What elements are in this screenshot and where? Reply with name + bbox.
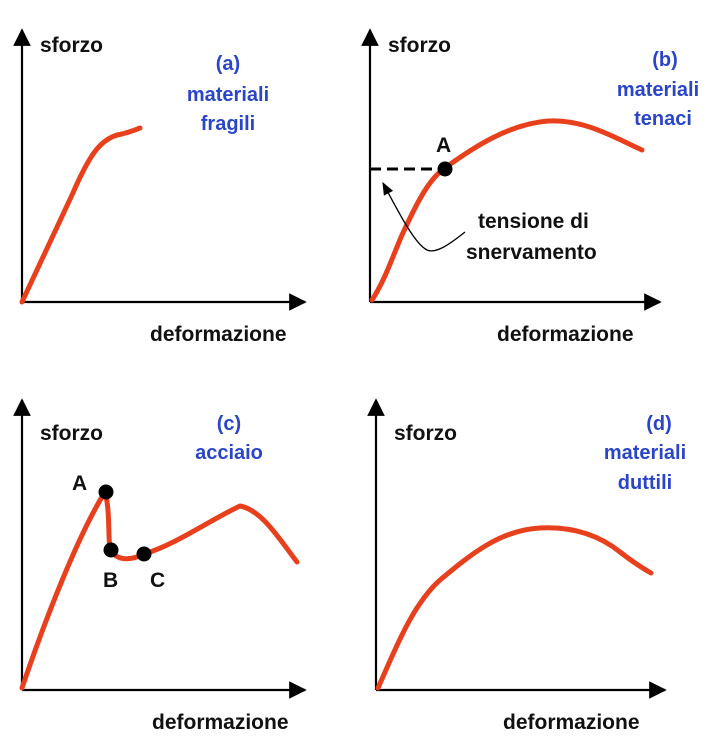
- annotation-line: snervamento: [466, 241, 597, 264]
- point-label-c: C: [150, 569, 165, 592]
- caption-line: materiali: [187, 84, 269, 106]
- stress-axis-label: sforzo: [394, 422, 457, 445]
- hardening-start-point: [136, 546, 152, 562]
- point-label-a: A: [436, 134, 451, 157]
- upper-yield-point: [98, 484, 114, 500]
- panel-letter: (d): [646, 413, 672, 435]
- panel-d: sforzo deformazione (d) materiali duttil…: [367, 398, 686, 734]
- strain-axis-label: deformazione: [497, 323, 634, 346]
- stress-axis-label: sforzo: [40, 422, 103, 445]
- panel-c: sforzo deformazione (c) acciaio A B C: [13, 398, 307, 734]
- stress-strain-curve: [375, 525, 654, 691]
- strain-axis-label: deformazione: [503, 711, 640, 734]
- panel-letter: (b): [652, 49, 678, 71]
- stress-axis-label: sforzo: [388, 34, 451, 57]
- stress-strain-curve: [19, 125, 143, 305]
- panel-letter: (c): [217, 413, 241, 435]
- annotation-line: tensione di: [478, 210, 589, 233]
- point-label-b: B: [103, 569, 118, 592]
- panel-letter: (a): [216, 53, 240, 75]
- caption-line: materiali: [617, 79, 699, 101]
- lower-yield-point: [103, 542, 119, 558]
- caption-line: tenaci: [634, 108, 692, 130]
- strain-axis-label: deformazione: [150, 323, 287, 346]
- caption-line: duttili: [618, 472, 672, 494]
- caption-line: acciaio: [195, 442, 263, 464]
- annotation-arrow: [382, 181, 466, 252]
- stress-strain-curve: [19, 489, 300, 691]
- caption-line: materiali: [604, 442, 686, 464]
- point-label-a: A: [72, 472, 87, 495]
- yield-point: [437, 161, 453, 177]
- panel-a: sforzo deformazione (a) materiali fragil…: [13, 28, 307, 346]
- panel-b: sforzo deformazione (b) materiali tenaci…: [361, 28, 699, 346]
- caption-line: fragili: [201, 113, 255, 135]
- stress-axis-label: sforzo: [40, 34, 103, 57]
- strain-axis-label: deformazione: [152, 711, 289, 734]
